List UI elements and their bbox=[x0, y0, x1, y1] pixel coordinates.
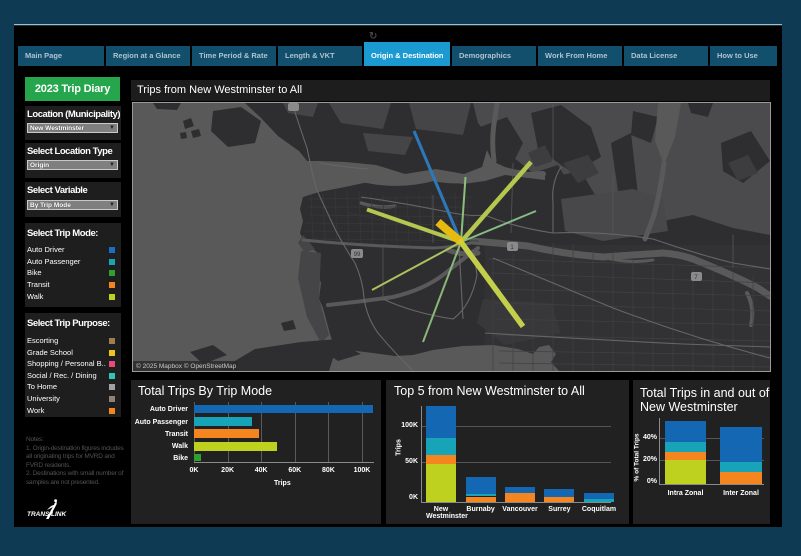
svg-text:1: 1 bbox=[510, 245, 514, 251]
svg-text:LINK: LINK bbox=[51, 511, 67, 518]
svg-text:© 2025 Mapbox © OpenStreetMap: © 2025 Mapbox © OpenStreetMap bbox=[136, 362, 237, 370]
svg-text:TRANS: TRANS bbox=[27, 511, 50, 518]
svg-text:7: 7 bbox=[694, 275, 698, 281]
svg-text:99: 99 bbox=[354, 252, 361, 258]
